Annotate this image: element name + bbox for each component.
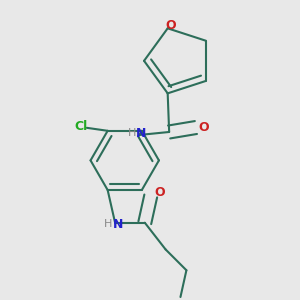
Text: O: O [154, 187, 165, 200]
Text: N: N [136, 127, 146, 140]
Text: N: N [113, 218, 123, 231]
Text: O: O [165, 19, 176, 32]
Text: H: H [103, 219, 112, 229]
Text: H: H [128, 128, 136, 139]
Text: Cl: Cl [75, 120, 88, 133]
Text: O: O [198, 121, 209, 134]
